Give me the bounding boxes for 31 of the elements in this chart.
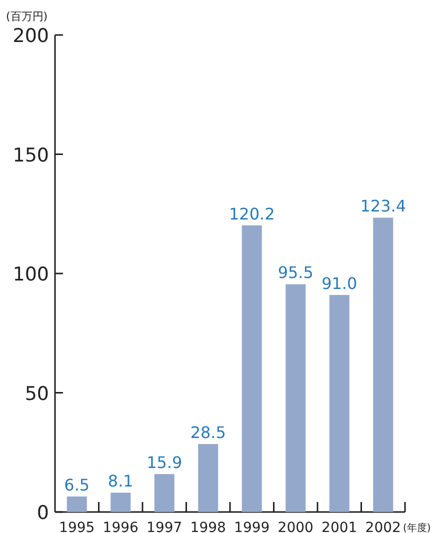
bar [242,225,262,512]
y-tick-label: 100 [12,264,49,286]
y-tick-label: 50 [24,382,49,405]
data-label: 6.5 [64,475,90,494]
x-tick-label: 1997 [146,520,182,533]
x-tick-label: 1996 [102,520,139,533]
x-axis-title: (年度) [403,522,431,533]
x-tick-label: 1998 [190,520,226,533]
data-label: 120.2 [228,204,275,224]
bar [154,474,174,512]
data-label: 8.1 [108,472,134,491]
y-tick-label: 150 [12,144,49,166]
data-label: 123.4 [360,196,406,216]
y-tick-label: 200 [12,25,49,47]
data-label: 28.5 [190,423,226,442]
data-label: 15.9 [146,453,182,472]
bar [66,496,87,512]
bar [373,218,394,512]
bar [110,492,131,512]
bar [286,284,306,512]
x-tick-label: 1995 [59,520,95,533]
x-tick-label: 1999 [234,520,270,533]
x-tick-label: 2002 [365,520,401,533]
y-tick-label: 0 [36,502,49,524]
x-tick-label: 2000 [278,520,314,533]
x-tick-label: 2001 [322,520,358,533]
bar [198,444,218,512]
data-label: 95.5 [278,263,314,282]
y-axis-title: (百万円) [6,10,48,23]
bar [329,294,350,512]
data-label: 91.0 [322,274,358,293]
